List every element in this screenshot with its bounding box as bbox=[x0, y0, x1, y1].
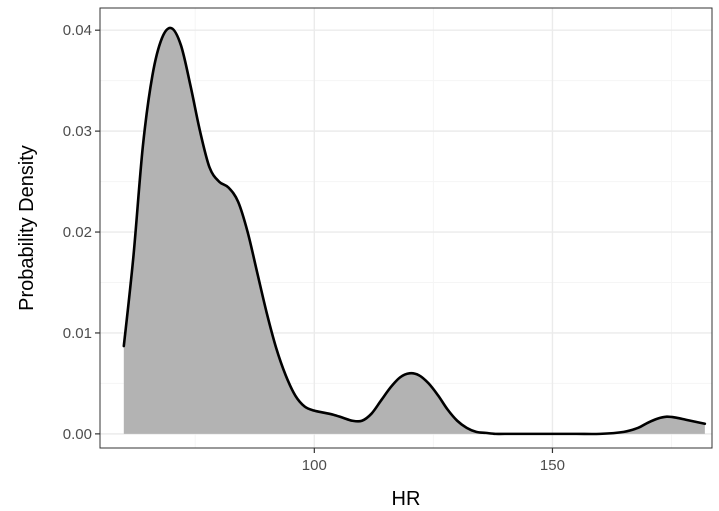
y-tick-label: 0.00 bbox=[63, 426, 92, 443]
density-area bbox=[123, 27, 705, 435]
y-tick-label: 0.03 bbox=[63, 123, 92, 140]
density-curve bbox=[122, 26, 707, 436]
y-tick-label: 0.04 bbox=[63, 22, 92, 39]
y-axis-title: Probability Density bbox=[16, 145, 38, 311]
density-line-layer bbox=[122, 26, 707, 436]
axes-layer: 100 150 0.00 0.01 0.02 0.03 0.04 bbox=[63, 22, 565, 474]
x-tick-label: 150 bbox=[540, 457, 565, 474]
y-tick-label: 0.01 bbox=[63, 325, 92, 342]
plot-panel-border bbox=[99, 7, 713, 449]
x-axis-title: HR bbox=[392, 488, 421, 510]
density-area-layer bbox=[123, 27, 705, 435]
x-tick-label: 100 bbox=[302, 457, 327, 474]
y-tick-label: 0.02 bbox=[63, 224, 92, 241]
